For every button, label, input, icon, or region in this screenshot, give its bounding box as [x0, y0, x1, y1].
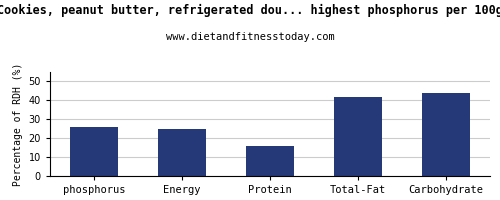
Text: Cookies, peanut butter, refrigerated dou... highest phosphorus per 100g: Cookies, peanut butter, refrigerated dou… [0, 4, 500, 17]
Bar [158, 129, 206, 176]
Text: www.dietandfitnesstoday.com: www.dietandfitnesstoday.com [166, 32, 334, 42]
Y-axis label: Percentage of RDH (%): Percentage of RDH (%) [13, 62, 23, 186]
Bar [422, 93, 470, 176]
Bar [70, 127, 118, 176]
Bar [246, 146, 294, 176]
Bar [334, 97, 382, 176]
